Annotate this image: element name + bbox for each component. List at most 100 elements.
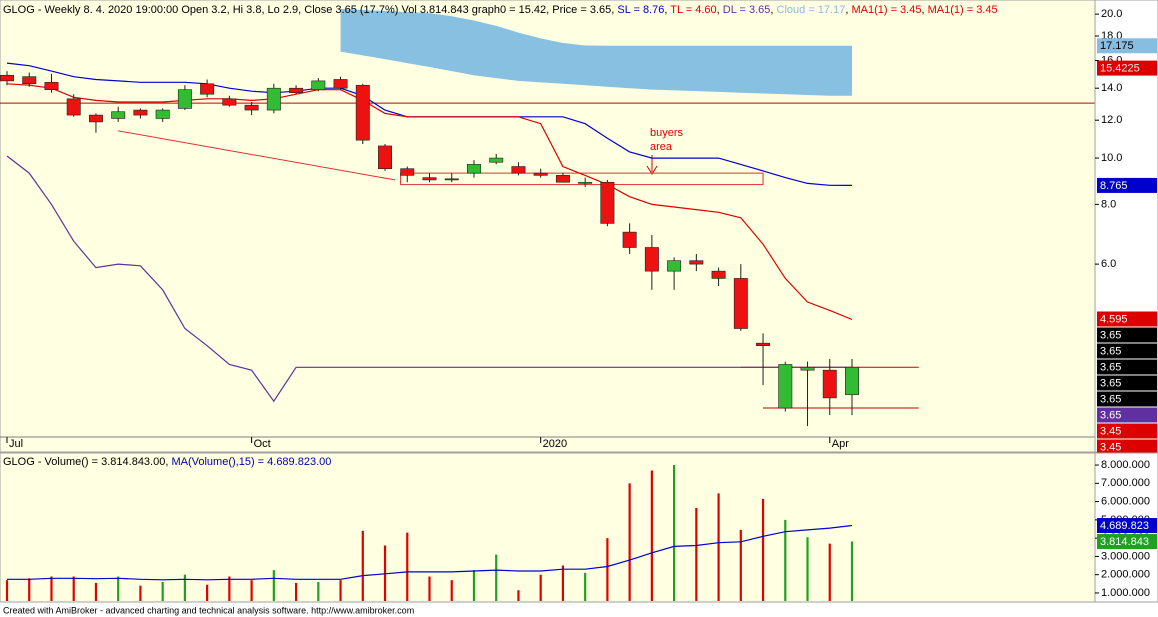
candle-body [177,89,192,109]
y-tick-label: 10.0 [1101,152,1122,164]
price-label: 15.4225 [1100,63,1140,75]
price-label: 3.65 [1100,377,1121,389]
price-label: 3.45 [1100,425,1121,437]
title-segment: , [845,4,851,16]
y-tick-label: 8.0 [1101,198,1116,210]
candle-body [333,79,348,89]
panel-title: GLOG - Weekly 8. 4. 2020 19:00:00 Open 3… [3,4,998,16]
price-label: 4.595 [1100,313,1128,325]
title-segment: MA1(1) = 3.45 [851,4,921,16]
price-label-box [1097,359,1157,375]
candle-body [644,247,659,272]
price-label-box [1097,423,1157,439]
price-label: 3.65 [1100,329,1121,341]
candle-body [555,175,570,183]
title-segment: DL = 3.65 [723,4,771,16]
cloud [340,9,852,96]
y-tick-label: 6.0 [1101,258,1116,270]
price-label-box [1097,38,1157,54]
price-label: 17.175 [1100,40,1134,52]
candle-body [800,367,815,371]
price-label: 3.65 [1100,345,1121,357]
title-segment: GLOG - Volume() = 3.814.843.00, [3,456,171,468]
price-label-box [1097,327,1157,343]
candle-body [511,166,526,174]
candle-body [733,278,748,329]
price-label-box [1097,311,1157,327]
candle-body [111,111,126,119]
candle-body [44,82,59,90]
title-segment: , [664,4,670,16]
x-tick-label: 2020 [543,438,567,450]
volume-panel [0,452,1096,603]
y-tick-label: 1.000.000 [1101,587,1150,599]
indicator-line [6,83,853,321]
volume-ma-line [7,524,853,581]
candle-body [200,83,215,95]
price-label-box [1097,60,1157,76]
candle-body [0,74,14,82]
candle-body [822,369,837,399]
title-segment: , [770,4,776,16]
candle-body [422,177,437,181]
candle-body [155,109,170,119]
candle-body [600,181,615,224]
title-segment: Cloud = 17.17 [777,4,846,16]
candle-body [489,157,504,163]
price-label-box [1097,391,1157,407]
x-tick-label: Jul [9,438,23,450]
candle-body [533,172,548,176]
title-segment: MA(Volume(),15) = 4.689.823.00 [171,456,331,468]
price-label: 3.814.843 [1100,536,1149,548]
price-label: 3.65 [1100,361,1121,373]
y-tick-label: 14.0 [1101,82,1122,94]
y-tick-label: 12.0 [1101,114,1122,126]
candle-body [689,260,704,265]
price-label-box [1097,439,1157,455]
annotation-arrowhead [646,165,658,175]
price-label: 3.45 [1100,441,1121,453]
price-label-box [1097,534,1157,550]
candle-body [378,145,392,170]
candle-body [266,87,281,111]
candle-body [133,109,148,116]
y-tick-label: 8.000.000 [1101,459,1150,471]
panel-title: GLOG - Volume() = 3.814.843.00, MA(Volum… [3,456,331,468]
title-segment: TL = 4.60 [670,4,716,16]
trend-line [118,130,396,181]
candle-body [22,76,37,85]
title-segment: , [921,4,927,16]
candle-body [467,164,481,174]
price-label-box [1097,375,1157,391]
candle-body [578,181,593,184]
candle-body [289,87,304,93]
y-tick-label: 20.0 [1101,8,1122,20]
title-segment: GLOG - Weekly 8. 4. 2020 19:00:00 Open 3… [3,4,617,16]
title-segment: SL = 8.76 [617,4,664,16]
candle-body [778,364,793,409]
title-segment: MA1(1) = 3.45 [928,4,998,16]
candle-body [711,270,726,279]
price-label: 4.689.823 [1100,520,1149,532]
candle-body [400,168,415,176]
candle-body [311,80,326,90]
price-label: 8.765 [1100,180,1128,192]
y-tick-label: 3.000.000 [1101,550,1150,562]
indicator-line [6,155,852,403]
candle-body [355,84,370,141]
x-tick-label: Oct [254,438,271,450]
candle-body [622,231,637,248]
x-tick-label: Apr [832,438,849,450]
y-tick-label: 2.000.000 [1101,569,1150,581]
candle-body [88,114,103,123]
y-tick-label: 6.000.000 [1101,496,1150,508]
annotation: buyers [650,127,684,139]
price-label: 3.65 [1100,409,1121,421]
price-label: 3.65 [1100,393,1121,405]
title-segment: , [717,4,723,16]
candle-body [667,260,682,272]
candle-body [756,342,771,347]
price-label-box [1097,407,1157,423]
price-label-box [1097,518,1157,534]
